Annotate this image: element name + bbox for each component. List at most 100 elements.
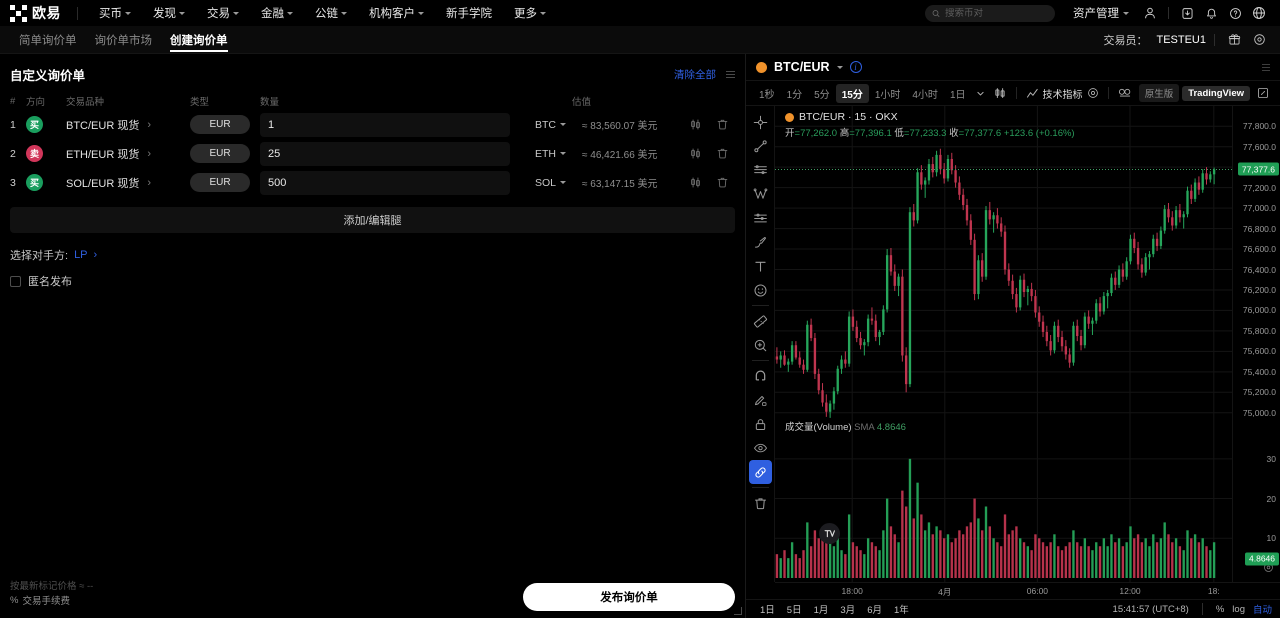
ruler-icon[interactable] (749, 309, 772, 333)
quantity-input[interactable] (268, 118, 502, 131)
candlestick-type-icon[interactable] (989, 86, 1011, 100)
quantity-input[interactable] (268, 176, 502, 189)
nav-item-more[interactable]: 更多 (503, 1, 557, 25)
download-icon[interactable] (1176, 2, 1198, 24)
range-1d[interactable]: 1日 (760, 605, 775, 616)
range-1mo[interactable]: 1月 (813, 605, 829, 616)
row-side[interactable]: 卖 (26, 145, 66, 162)
nav-item-buy-crypto[interactable]: 买币 (88, 1, 142, 25)
user-icon[interactable] (1139, 2, 1161, 24)
version-native-button[interactable]: 原生版 (1138, 84, 1180, 102)
help-icon[interactable] (1224, 2, 1246, 24)
candlestick-chart[interactable]: BTC/EUR · 15 · OKX 开=77,262.0 高=77,396.1… (775, 106, 1232, 582)
row-type[interactable]: EUR (190, 115, 250, 134)
auto-scale-button[interactable]: 自动 (1252, 605, 1272, 616)
panel-drag-handle[interactable] (726, 70, 735, 78)
row-side[interactable]: 买 (26, 116, 66, 133)
clear-all-button[interactable]: 清除全部 (674, 68, 716, 81)
delete-row-icon[interactable] (716, 176, 729, 189)
chart-panel-drag-handle[interactable] (1262, 63, 1270, 71)
bell-icon[interactable] (1200, 2, 1222, 24)
tradingview-logo[interactable] (819, 523, 840, 544)
row-side[interactable]: 买 (26, 174, 66, 191)
anonymous-checkbox[interactable] (10, 275, 21, 287)
nav-item-academy[interactable]: 新手学院 (435, 1, 503, 25)
row-quantity-field[interactable] (260, 170, 510, 195)
chevron-down-icon[interactable] (836, 65, 843, 69)
range-3mo[interactable]: 3月 (840, 605, 856, 616)
search-box[interactable] (925, 4, 1055, 22)
timeframe-1m[interactable]: 1分 (786, 89, 803, 101)
chevron-right-icon[interactable]: › (93, 249, 98, 261)
row-unit-selector[interactable]: SOL (510, 177, 572, 189)
candlestick-chart-icon[interactable] (689, 176, 702, 189)
globe-icon[interactable] (1248, 2, 1270, 24)
zoom-in-icon[interactable] (749, 333, 772, 357)
text-icon[interactable] (749, 254, 772, 278)
range-6mo[interactable]: 6月 (867, 605, 882, 616)
quantity-input[interactable] (268, 147, 502, 160)
anonymous-publish-row[interactable]: 匿名发布 (0, 263, 745, 289)
row-unit-selector[interactable]: BTC (510, 119, 572, 131)
type-pill[interactable]: EUR (190, 115, 250, 134)
row-quantity-field[interactable] (260, 112, 510, 137)
emoji-icon[interactable] (749, 278, 772, 302)
technical-indicators-button[interactable]: 技术指标 (1042, 89, 1083, 101)
chevron-down-icon[interactable] (972, 89, 989, 98)
row-symbol-selector[interactable]: ETH/EUR 现货 › (66, 146, 190, 162)
counterparty-value[interactable]: LP (74, 249, 88, 261)
fib-pattern-icon[interactable] (749, 182, 772, 206)
row-symbol-selector[interactable]: BTC/EUR 现货 › (66, 117, 190, 133)
asset-management-menu[interactable]: 资产管理 (1065, 5, 1137, 21)
gift-icon[interactable] (1223, 29, 1245, 51)
row-unit-selector[interactable]: ETH (510, 148, 572, 160)
crosshair-icon[interactable] (749, 110, 772, 134)
magnet-icon[interactable] (749, 364, 772, 388)
tab-create-rfq[interactable]: 创建询价单 (161, 26, 237, 54)
percent-scale-button[interactable]: % (1215, 603, 1225, 615)
tab-simple-rfq[interactable]: 简单询价单 (10, 26, 86, 54)
delete-row-icon[interactable] (716, 118, 729, 131)
brush-icon[interactable] (749, 230, 772, 254)
row-symbol-selector[interactable]: SOL/EUR 现货 › (66, 175, 190, 191)
publish-rfq-button[interactable]: 发布询价单 (523, 583, 735, 611)
nav-item-chain[interactable]: 公链 (304, 1, 358, 25)
candlestick-chart-icon[interactable] (689, 118, 702, 131)
timeframe-4h[interactable]: 4小时 (912, 89, 938, 101)
info-icon[interactable]: i (849, 61, 862, 73)
tab-rfq-market[interactable]: 询价单市场 (86, 26, 162, 54)
nav-item-discover[interactable]: 发现 (142, 1, 196, 25)
time-axis[interactable]: 18:00 4月 06:00 12:00 18: (775, 582, 1280, 599)
nav-item-trade[interactable]: 交易 (196, 1, 250, 25)
timeframe-1d[interactable]: 1日 (949, 89, 966, 101)
timeframe-1h[interactable]: 1小时 (874, 89, 901, 101)
eye-hide-icon[interactable] (749, 436, 772, 460)
range-1y[interactable]: 1年 (893, 605, 909, 616)
okx-logo[interactable]: 欧易 (10, 3, 61, 23)
horizontal-lines-icon[interactable] (749, 158, 772, 182)
timeframe-15m[interactable]: 15分 (835, 83, 869, 103)
timeframe-1s[interactable]: 1秒 (759, 89, 775, 101)
nav-item-finance[interactable]: 金融 (250, 1, 304, 25)
row-quantity-field[interactable] (260, 141, 510, 166)
trend-line-icon[interactable] (749, 134, 772, 158)
delete-row-icon[interactable] (716, 147, 729, 160)
type-pill[interactable]: EUR (190, 144, 250, 163)
version-tradingview-button[interactable]: TradingView (1182, 85, 1250, 101)
pencil-lock-icon[interactable] (749, 388, 772, 412)
parallel-channel-icon[interactable] (749, 206, 772, 230)
link-icon[interactable] (748, 460, 772, 484)
search-input[interactable] (944, 7, 1048, 19)
timeframe-5m[interactable]: 5分 (814, 89, 830, 101)
trash-icon[interactable] (749, 491, 772, 515)
panel-resize-grip[interactable] (734, 607, 742, 615)
gear-icon[interactable] (1083, 87, 1103, 99)
compare-icon[interactable] (1114, 87, 1136, 99)
row-type[interactable]: EUR (190, 144, 250, 163)
type-pill[interactable]: EUR (190, 173, 250, 192)
indicator-icon[interactable] (1022, 87, 1043, 100)
add-edit-leg-button[interactable]: 添加/编辑腿 (10, 207, 735, 233)
candlestick-chart-icon[interactable] (689, 147, 702, 160)
log-scale-button[interactable]: log (1232, 603, 1245, 615)
row-type[interactable]: EUR (190, 173, 250, 192)
